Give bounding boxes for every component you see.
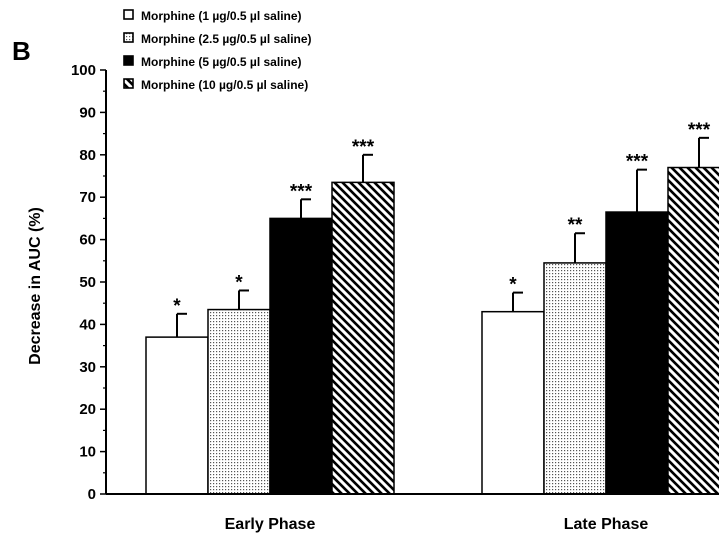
category-label: Early Phase [225, 516, 316, 533]
y-tick-label: 10 [79, 444, 96, 461]
bars-group: ***************** [145, 120, 719, 495]
y-tick-label: 100 [71, 62, 96, 79]
legend-swatch [123, 32, 134, 43]
significance-marker: ** [568, 215, 583, 236]
category-label: Late Phase [564, 516, 649, 533]
bar [667, 166, 719, 495]
bar [481, 310, 545, 495]
y-tick-label: 30 [79, 359, 96, 376]
significance-marker: * [173, 296, 181, 317]
bar [145, 336, 209, 495]
significance-marker: *** [688, 120, 711, 141]
y-tick-label: 50 [79, 274, 96, 291]
significance-marker: * [235, 272, 243, 293]
y-tick-label: 40 [79, 316, 96, 333]
y-tick-label: 60 [79, 232, 96, 249]
bar [605, 211, 669, 495]
legend-swatch [123, 55, 134, 66]
y-tick-label: 70 [79, 189, 96, 206]
bar [269, 217, 333, 495]
legend-label: Morphine (1 µg/0.5 µl saline) [141, 9, 302, 23]
bar [543, 262, 607, 495]
y-tick-label: 0 [88, 486, 96, 503]
y-tick-label: 90 [79, 104, 96, 121]
legend-label: Morphine (10 µg/0.5 µl saline) [141, 78, 308, 92]
bar [207, 308, 271, 495]
y-tick-label: 20 [79, 401, 96, 418]
legend-swatch [123, 78, 134, 89]
legend-swatch [123, 9, 134, 20]
legend-label: Morphine (2.5 µg/0.5 µl saline) [141, 32, 312, 46]
significance-marker: *** [352, 137, 375, 158]
bar [331, 181, 395, 495]
y-axis-ticks: 0 10 20 30 40 50 60 70 80 90 100 [71, 62, 106, 503]
legend-label: Morphine (5 µg/0.5 µl saline) [141, 55, 302, 69]
legend: Morphine (1 µg/0.5 µl saline) Morphine (2… [123, 9, 312, 92]
axes [105, 70, 719, 495]
y-tick-label: 80 [79, 147, 96, 164]
y-axis-label: Decrease in AUC (%) [27, 207, 44, 365]
panel-label: B [12, 36, 31, 66]
significance-marker: *** [290, 181, 313, 202]
category-labels: Early Phase Late Phase [225, 516, 649, 533]
significance-marker: *** [626, 152, 649, 173]
significance-marker: * [509, 275, 517, 296]
